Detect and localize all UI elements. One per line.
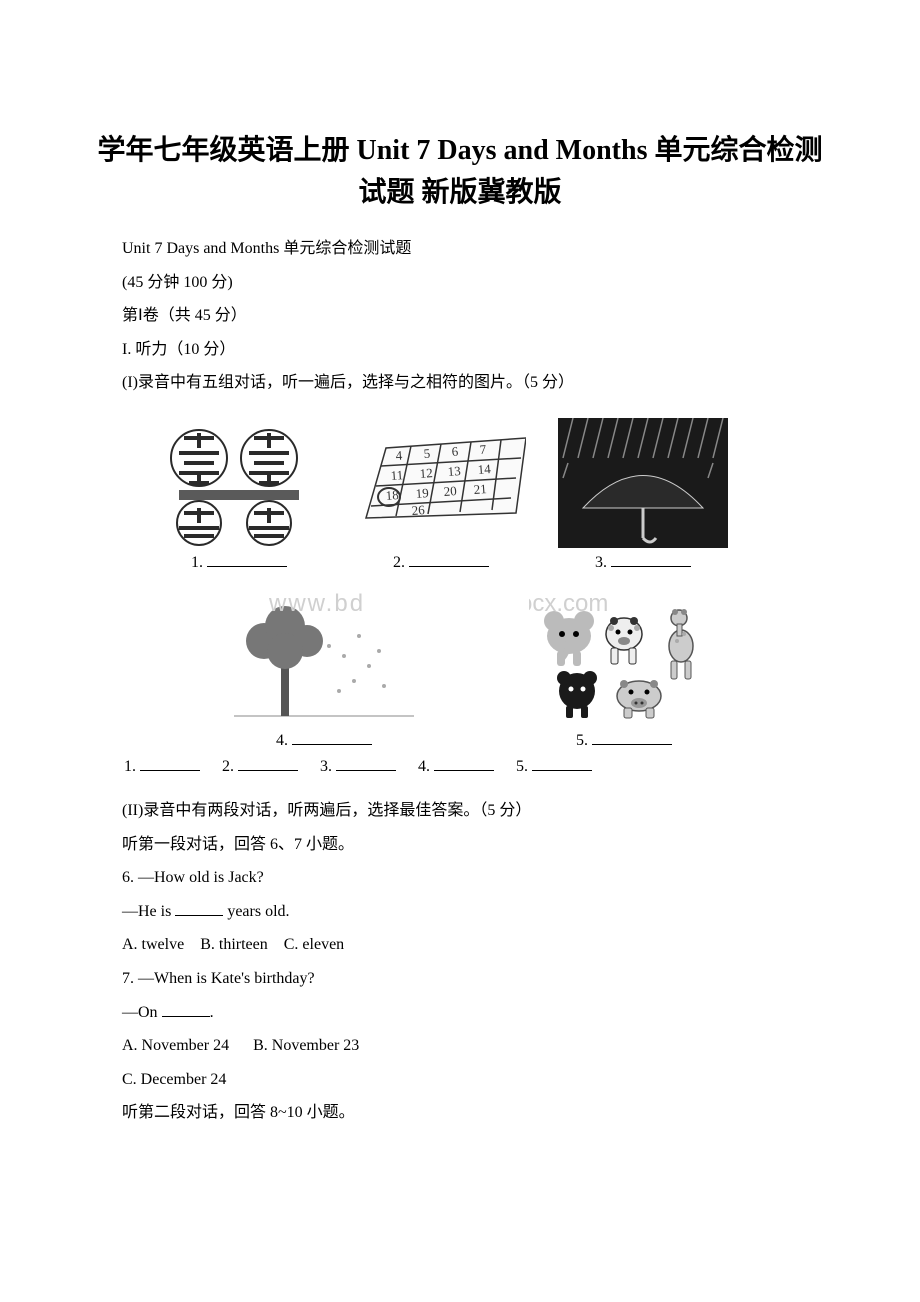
instruction-part2: (II)录音中有两段对话，听两遍后，选择最佳答案。（5 分） (90, 794, 830, 828)
svg-text:20: 20 (443, 483, 457, 499)
q6-options: A. twelve B. thirteen C. eleven (90, 928, 830, 962)
q7-answer-suffix: . (210, 1004, 214, 1021)
page-title: 学年七年级英语上册 Unit 7 Days and Months 单元综合检测试… (90, 130, 830, 214)
q6-option-b: B. thirteen (200, 936, 268, 953)
label-5-text: 5. (576, 732, 588, 749)
timing-text: (45 分钟 100 分) (90, 266, 830, 300)
answer-label-4: 4. (418, 758, 430, 776)
answer-item-5: 5. (516, 758, 592, 776)
label-2-text: 2. (393, 554, 405, 571)
q7-option-b: B. November 23 (253, 1037, 359, 1054)
answer-label-1: 1. (124, 758, 136, 776)
image-row-bottom: www.bd 4. (154, 586, 794, 750)
blank-4 (292, 744, 372, 745)
q7-options-c: C. December 24 (90, 1063, 830, 1097)
answer-item-3: 3. (320, 758, 396, 776)
answer-blank-2 (238, 770, 298, 771)
svg-text:www.bd: www.bd (268, 590, 365, 617)
q7-answer-prefix: —On (122, 1004, 162, 1021)
section-listening: I. 听力（10 分） (90, 333, 830, 367)
image-cell-1: 1. (154, 418, 324, 572)
blank-3 (611, 566, 691, 567)
svg-text:12: 12 (419, 465, 433, 481)
images-container: 1. 4 5 (154, 418, 794, 776)
animals-icon: ocx.com (529, 586, 719, 726)
image-row-top: 1. 4 5 (154, 418, 794, 572)
image-cell-3: 3. (558, 418, 728, 572)
answer-item-1: 1. (124, 758, 200, 776)
image-label-4: 4. (276, 732, 372, 750)
dialog1-intro: 听第一段对话，回答 6、7 小题。 (90, 828, 830, 862)
image-cell-4: www.bd 4. (229, 586, 419, 750)
answer-blank-3 (336, 770, 396, 771)
blank-1 (207, 566, 287, 567)
q6-blank (175, 915, 223, 916)
image-label-1: 1. (191, 554, 287, 572)
svg-text:26: 26 (411, 502, 426, 518)
autumn-tree-icon: www.bd (229, 586, 419, 726)
label-4-text: 4. (276, 732, 288, 749)
image-cell-2: 4 5 6 7 11 12 13 14 18 19 20 21 26 2. (356, 418, 526, 572)
answer-item-2: 2. (222, 758, 298, 776)
answer-blank-4 (434, 770, 494, 771)
q6-question: 6. —How old is Jack? (90, 861, 830, 895)
blank-2 (409, 566, 489, 567)
image-cell-5: ocx.com 5. (529, 586, 719, 750)
answer-blank-5 (532, 770, 592, 771)
answer-item-4: 4. (418, 758, 494, 776)
spring-character-icon (154, 418, 324, 548)
q6-answer-prefix: —He is (122, 903, 175, 920)
svg-text:19: 19 (415, 485, 429, 501)
blank-5 (592, 744, 672, 745)
answer-label-2: 2. (222, 758, 234, 776)
svg-text:13: 13 (447, 463, 461, 479)
answer-blanks-row: 1. 2. 3. 4. 5. (124, 758, 794, 776)
q6-answer-suffix: years old. (223, 903, 289, 920)
q6-answer-line: —He is years old. (90, 895, 830, 929)
q7-question: 7. —When is Kate's birthday? (90, 962, 830, 996)
q7-options-ab: A. November 24 B. November 23 (90, 1029, 830, 1063)
label-1-text: 1. (191, 554, 203, 571)
svg-text:ocx.com: ocx.com (529, 590, 608, 617)
q7-option-c: C. December 24 (122, 1071, 226, 1088)
answer-blank-1 (140, 770, 200, 771)
dialog2-intro: 听第二段对话，回答 8~10 小题。 (90, 1096, 830, 1130)
svg-text:14: 14 (477, 461, 492, 477)
q6-option-a: A. twelve (122, 936, 184, 953)
answer-label-3: 3. (320, 758, 332, 776)
image-label-5: 5. (576, 732, 672, 750)
svg-text:21: 21 (473, 481, 487, 497)
rain-umbrella-icon (558, 418, 728, 548)
svg-text:11: 11 (390, 467, 404, 483)
instruction-part1: (I)录音中有五组对话，听一遍后，选择与之相符的图片。（5 分） (90, 366, 830, 400)
q7-option-a: A. November 24 (122, 1037, 229, 1054)
image-label-2: 2. (393, 554, 489, 572)
subtitle-text: Unit 7 Days and Months 单元综合检测试题 (90, 232, 830, 266)
q7-blank (162, 1016, 210, 1017)
label-3-text: 3. (595, 554, 607, 571)
svg-text:18: 18 (385, 487, 399, 503)
calendar-icon: 4 5 6 7 11 12 13 14 18 19 20 21 26 (356, 418, 526, 548)
section-part1: 第Ⅰ卷（共 45 分） (90, 299, 830, 333)
q6-option-c: C. eleven (284, 936, 344, 953)
image-label-3: 3. (595, 554, 691, 572)
answer-label-5: 5. (516, 758, 528, 776)
q7-answer-line: —On . (90, 996, 830, 1030)
svg-text:5: 5 (423, 446, 431, 461)
